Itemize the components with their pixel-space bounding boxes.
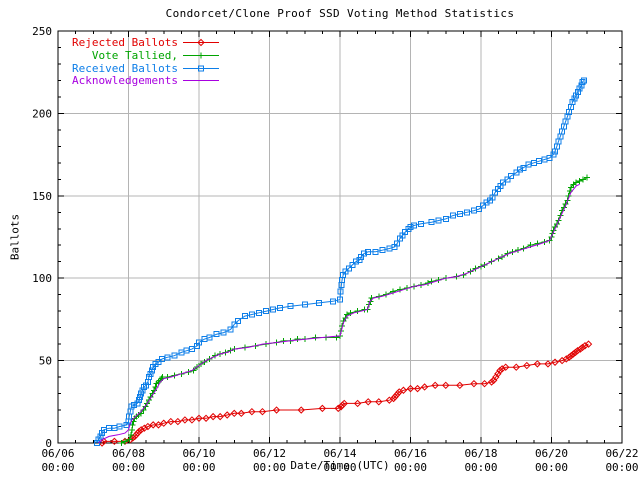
series-received-ballots <box>93 77 587 446</box>
grid-lines <box>58 31 622 443</box>
legend-label-acknowledgements: Acknowledgements <box>72 74 178 88</box>
y-tick-label: 250 <box>32 25 52 38</box>
legend-sample-vote-tallied <box>183 52 219 59</box>
legend-label-received-ballots: Received Ballots <box>72 61 178 75</box>
x-tick-time: 00:00 <box>182 461 215 474</box>
legend-sample-rejected-ballots <box>183 38 219 47</box>
legend: Rejected Ballots Vote Tallied, Received … <box>60 36 223 87</box>
x-tick-time: 00:00 <box>41 461 74 474</box>
x-tick-date: 06/10 <box>182 447 215 460</box>
x-tick-time: 00:00 <box>323 461 356 474</box>
x-tick-date: 06/14 <box>323 447 356 460</box>
x-tick-date: 06/20 <box>535 447 568 460</box>
x-tick-time: 00:00 <box>112 461 145 474</box>
x-tick-date: 06/12 <box>253 447 286 460</box>
x-tick-date: 06/16 <box>394 447 427 460</box>
x-tick-date: 06/08 <box>112 447 145 460</box>
tick-labels: 06/0600:0006/0800:0006/1000:0006/1200:00… <box>32 25 638 474</box>
y-tick-label: 100 <box>32 272 52 285</box>
legend-item-vote-tallied: Vote Tallied, <box>60 49 223 62</box>
x-tick-time: 00:00 <box>535 461 568 474</box>
legend-label-rejected-ballots: Rejected Ballots <box>72 35 178 49</box>
series-acknowledgements <box>98 183 580 444</box>
axis-ticks <box>57 30 623 444</box>
series-vote-tallied <box>118 174 590 446</box>
x-tick-time: 00:00 <box>464 461 497 474</box>
y-tick-label: 200 <box>32 107 52 120</box>
legend-item-rejected-ballots: Rejected Ballots <box>60 36 223 49</box>
series-rejected-ballots <box>98 340 593 447</box>
y-tick-label: 150 <box>32 190 52 203</box>
legend-item-received-ballots: Received Ballots <box>60 62 223 75</box>
legend-sample-received-ballots <box>183 65 219 71</box>
x-tick-date: 06/22 <box>605 447 638 460</box>
x-tick-time: 00:00 <box>605 461 638 474</box>
x-axis-label: Date/Time (UTC) <box>290 459 390 472</box>
legend-label-vote-tallied: Vote Tallied, <box>91 48 178 62</box>
x-tick-date: 06/18 <box>464 447 497 460</box>
x-tick-date: 06/06 <box>41 447 74 460</box>
x-tick-time: 00:00 <box>253 461 286 474</box>
x-tick-time: 00:00 <box>394 461 427 474</box>
y-tick-label: 50 <box>39 355 52 368</box>
legend-item-acknowledgements: Acknowledgements <box>60 74 223 87</box>
chart-title: Condorcet/Clone Proof SSD Voting Method … <box>165 7 515 20</box>
y-tick-label: 0 <box>45 437 52 450</box>
y-axis-label: Ballots <box>8 213 22 261</box>
legend-sample-acknowledgements <box>183 80 219 82</box>
